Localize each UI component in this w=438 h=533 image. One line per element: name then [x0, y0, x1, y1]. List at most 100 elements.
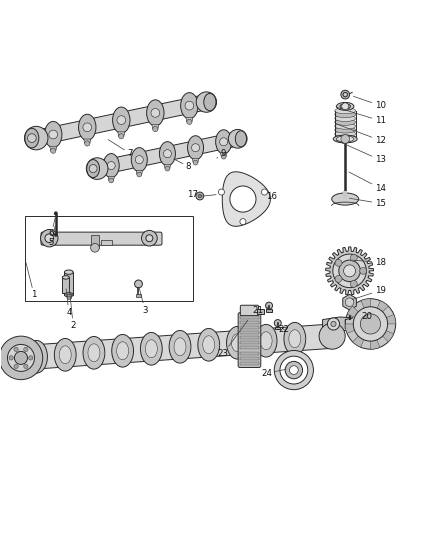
- Polygon shape: [220, 152, 227, 157]
- Circle shape: [191, 144, 200, 152]
- Ellipse shape: [88, 344, 100, 362]
- Ellipse shape: [83, 336, 105, 369]
- Circle shape: [360, 268, 367, 274]
- Ellipse shape: [231, 334, 244, 352]
- Circle shape: [327, 318, 339, 330]
- Bar: [67, 294, 71, 298]
- Circle shape: [350, 254, 357, 261]
- Circle shape: [83, 123, 92, 132]
- Polygon shape: [223, 172, 270, 227]
- Circle shape: [290, 366, 298, 375]
- Ellipse shape: [78, 114, 96, 140]
- Ellipse shape: [145, 340, 157, 358]
- Bar: [25, 216, 193, 301]
- Circle shape: [7, 344, 35, 372]
- Text: 16: 16: [266, 192, 277, 201]
- Ellipse shape: [31, 348, 42, 366]
- Polygon shape: [136, 171, 142, 174]
- Circle shape: [274, 320, 281, 327]
- Wedge shape: [371, 324, 394, 342]
- Ellipse shape: [174, 338, 186, 356]
- Bar: [64, 272, 73, 295]
- Circle shape: [107, 161, 115, 169]
- Ellipse shape: [87, 159, 99, 177]
- Circle shape: [151, 109, 160, 117]
- Circle shape: [141, 230, 157, 246]
- Circle shape: [345, 298, 354, 306]
- Circle shape: [134, 280, 142, 288]
- Bar: [91, 235, 99, 248]
- Circle shape: [24, 364, 28, 368]
- Bar: [266, 309, 272, 312]
- Circle shape: [45, 234, 53, 243]
- Polygon shape: [186, 117, 193, 122]
- Wedge shape: [371, 301, 389, 324]
- Circle shape: [228, 130, 247, 148]
- Text: 18: 18: [352, 257, 385, 266]
- Circle shape: [198, 194, 201, 198]
- Ellipse shape: [333, 135, 357, 143]
- Circle shape: [345, 298, 396, 349]
- Text: 17: 17: [187, 190, 202, 199]
- Circle shape: [119, 134, 124, 139]
- Circle shape: [280, 356, 308, 384]
- Circle shape: [28, 356, 33, 360]
- Text: 4: 4: [66, 289, 71, 317]
- Circle shape: [221, 154, 226, 159]
- Ellipse shape: [187, 136, 204, 160]
- Circle shape: [335, 276, 342, 282]
- Circle shape: [353, 307, 388, 341]
- Circle shape: [91, 244, 99, 252]
- Ellipse shape: [336, 102, 354, 110]
- Circle shape: [285, 361, 303, 379]
- Ellipse shape: [332, 193, 359, 205]
- Text: 5: 5: [49, 225, 55, 247]
- Text: 13: 13: [336, 140, 385, 164]
- Ellipse shape: [226, 326, 248, 359]
- Text: 3: 3: [139, 288, 148, 314]
- Circle shape: [24, 347, 28, 352]
- Ellipse shape: [26, 341, 47, 373]
- Bar: [240, 341, 259, 344]
- Circle shape: [117, 116, 126, 124]
- Circle shape: [339, 260, 360, 281]
- Ellipse shape: [235, 131, 247, 147]
- Text: 10: 10: [353, 96, 385, 110]
- Text: 6: 6: [49, 218, 55, 238]
- Ellipse shape: [215, 130, 232, 154]
- Polygon shape: [108, 176, 114, 181]
- Circle shape: [219, 138, 228, 146]
- Text: 9: 9: [217, 149, 226, 158]
- Circle shape: [193, 160, 198, 165]
- Ellipse shape: [335, 108, 356, 114]
- Polygon shape: [84, 139, 91, 143]
- Polygon shape: [118, 132, 125, 136]
- Ellipse shape: [147, 100, 164, 126]
- Polygon shape: [343, 294, 357, 310]
- Bar: [136, 294, 141, 297]
- Bar: [240, 336, 259, 339]
- Ellipse shape: [169, 330, 191, 363]
- Ellipse shape: [335, 119, 356, 125]
- Bar: [240, 352, 259, 354]
- Ellipse shape: [112, 335, 134, 367]
- Ellipse shape: [335, 131, 356, 137]
- Ellipse shape: [54, 338, 76, 371]
- Circle shape: [335, 260, 342, 266]
- Circle shape: [187, 119, 192, 125]
- Polygon shape: [21, 324, 332, 370]
- Ellipse shape: [159, 142, 176, 166]
- Bar: [102, 239, 113, 245]
- FancyBboxPatch shape: [240, 305, 258, 316]
- Polygon shape: [164, 165, 171, 168]
- Circle shape: [343, 265, 356, 277]
- Polygon shape: [50, 146, 57, 151]
- Polygon shape: [152, 125, 159, 129]
- Circle shape: [109, 178, 113, 183]
- Circle shape: [196, 192, 204, 200]
- Ellipse shape: [289, 330, 301, 348]
- Circle shape: [0, 336, 43, 379]
- Ellipse shape: [198, 328, 219, 361]
- Ellipse shape: [64, 270, 73, 274]
- Ellipse shape: [117, 342, 129, 360]
